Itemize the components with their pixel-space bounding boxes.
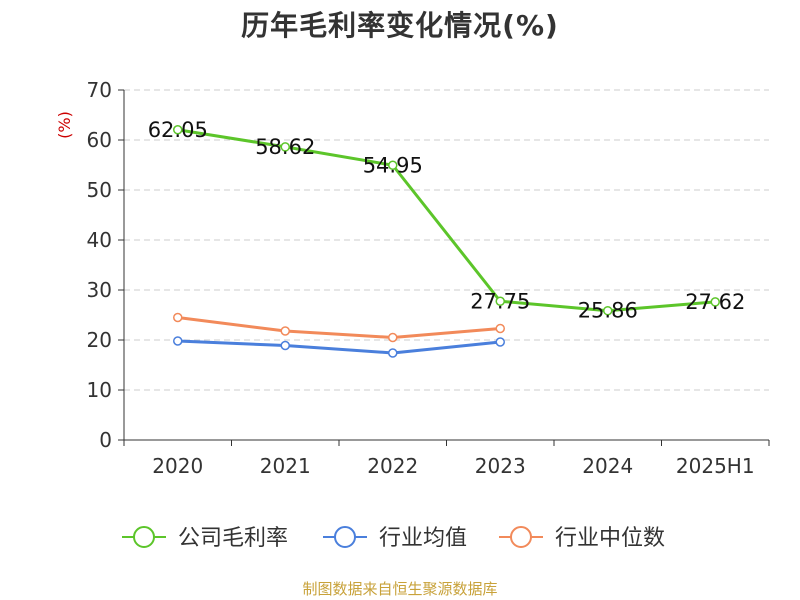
data-point — [280, 326, 290, 336]
data-point — [603, 305, 613, 316]
x-tick-label: 2025H1 — [676, 454, 755, 478]
data-point — [280, 340, 290, 351]
y-axis-ticks: 0 10 20 30 40 50 60 70 — [87, 78, 124, 452]
data-point — [173, 336, 183, 346]
legend-label[interactable]: 行业均值 — [379, 526, 467, 551]
source-note: 制图数据来自恒生聚源数据库 — [302, 580, 498, 598]
legend-marker[interactable] — [334, 526, 356, 548]
data-point — [495, 337, 505, 347]
data-point — [173, 312, 183, 323]
grid-lines — [124, 89, 769, 391]
legend-label[interactable]: 行业中位数 — [555, 526, 665, 551]
series-line — [177, 316, 501, 339]
x-tick-label: 2022 — [367, 454, 418, 478]
data-point — [173, 125, 183, 135]
legend-marker[interactable] — [133, 526, 155, 548]
x-tick-label: 2024 — [582, 454, 633, 478]
data-label: 27.62 — [685, 290, 745, 314]
data-label: 58.62 — [255, 135, 315, 159]
data-point — [388, 348, 398, 358]
data-point — [495, 296, 505, 306]
series-line — [177, 339, 501, 355]
data-point — [710, 297, 720, 307]
data-point — [280, 142, 290, 152]
axes — [123, 90, 769, 441]
y-tick-label: 10 — [87, 378, 112, 402]
y-tick-label: 40 — [87, 228, 112, 252]
legend[interactable]: 公司毛利率 行业均值 行业中位数 — [122, 526, 665, 551]
data-label: 62.05 — [148, 118, 208, 142]
series-line — [177, 128, 716, 313]
y-tick-label: 20 — [87, 328, 112, 352]
y-tick-label: 70 — [87, 78, 112, 102]
data-label: 54.95 — [363, 153, 423, 177]
y-tick-label: 50 — [87, 178, 112, 202]
data-label: 25.86 — [578, 299, 638, 323]
data-label: 27.75 — [470, 289, 530, 313]
chart-title: 历年毛利率变化情况(%) — [241, 9, 559, 42]
legend-label[interactable]: 公司毛利率 — [178, 526, 288, 551]
x-tick-label: 2021 — [260, 454, 311, 478]
data-point — [388, 332, 398, 343]
legend-marker[interactable] — [510, 526, 532, 548]
y-axis-label: (%) — [55, 111, 74, 139]
x-tick-label: 2020 — [152, 454, 203, 478]
data-point — [388, 160, 398, 170]
data-labels-group: 62.05 58.62 54.95 27.75 25.86 27.62 — [148, 118, 746, 323]
data-point — [495, 323, 505, 334]
series-group — [173, 125, 720, 358]
y-tick-label: 30 — [87, 278, 112, 302]
y-tick-label: 60 — [87, 128, 112, 152]
x-tick-label: 2023 — [475, 454, 526, 478]
y-tick-label: 0 — [99, 428, 112, 452]
x-axis-ticks: 2020 2021 2022 2023 2024 2025H1 — [123, 440, 770, 478]
